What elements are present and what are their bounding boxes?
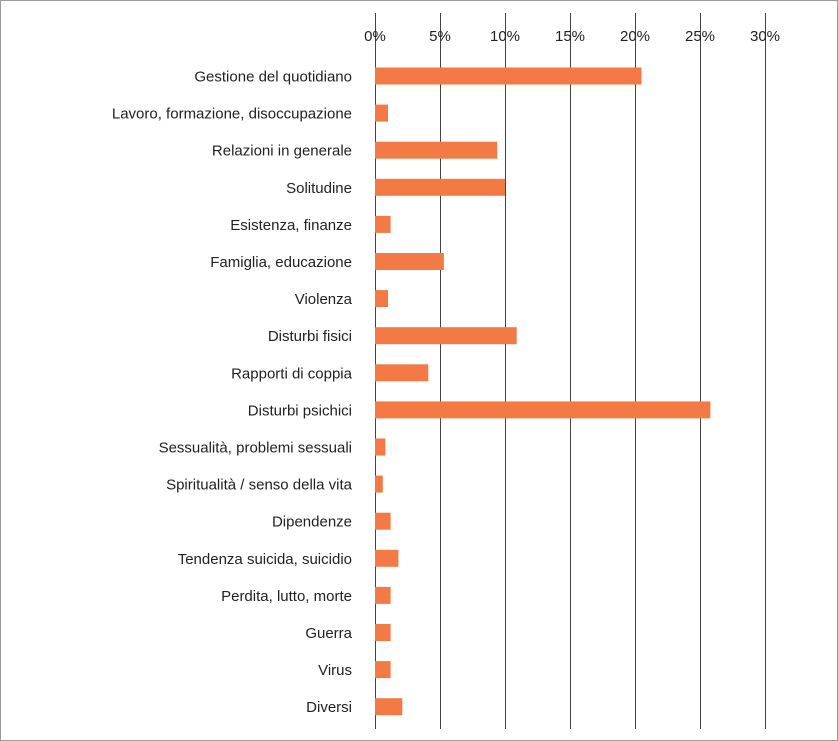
bar [375,215,391,233]
category-label: Diversi [306,699,352,716]
bar [375,364,429,382]
bar [375,178,505,196]
category-label: Gestione del quotidiano [194,69,352,86]
bar [375,438,386,456]
bar [375,624,391,641]
category-label: Guerra [305,625,352,642]
bar [375,67,642,85]
category-label: Esistenza, finanze [230,217,352,234]
category-label: Solitudine [286,180,352,197]
bar [375,104,388,122]
category-label: Dipendenze [272,514,352,531]
bar [375,512,391,530]
x-axis-ticks: 0% 5% 10% 15% 20% 25% 30% [364,28,780,45]
category-label: Rapporti di coppia [231,365,353,382]
x-tick-label: 20% [620,28,650,45]
bars [375,67,711,716]
x-tick-label: 5% [429,28,451,45]
x-tick-label: 0% [364,28,386,45]
category-label: Violenza [295,291,353,308]
bar [375,475,383,493]
category-labels: Gestione del quotidiano Lavoro, formazion… [112,69,353,717]
x-tick-label: 10% [490,28,520,45]
bar [375,253,444,270]
bar [375,141,498,159]
gridlines [375,13,766,729]
category-label: Tendenza suicida, suicidio [178,551,352,568]
x-tick-label: 25% [685,28,715,45]
bar [375,661,391,679]
category-label: Perdita, lutto, morte [221,588,352,605]
category-label: Relazioni in generale [212,143,352,160]
bar [375,401,711,419]
x-tick-label: 30% [750,28,780,45]
bar [375,586,391,604]
bar [375,290,388,308]
x-tick-label: 15% [555,28,585,45]
category-label: Disturbi psichici [248,402,352,419]
bar [375,327,517,345]
category-label: Spiritualità / senso della vita [166,477,353,494]
category-label: Lavoro, formazione, disoccupazione [112,106,352,123]
category-label: Virus [318,662,352,679]
category-label: Sessualità, problemi sessuali [159,440,352,457]
bar [375,549,399,567]
bar [375,698,403,716]
category-label: Disturbi fisici [268,328,352,345]
category-label: Famiglia, educazione [210,254,352,271]
